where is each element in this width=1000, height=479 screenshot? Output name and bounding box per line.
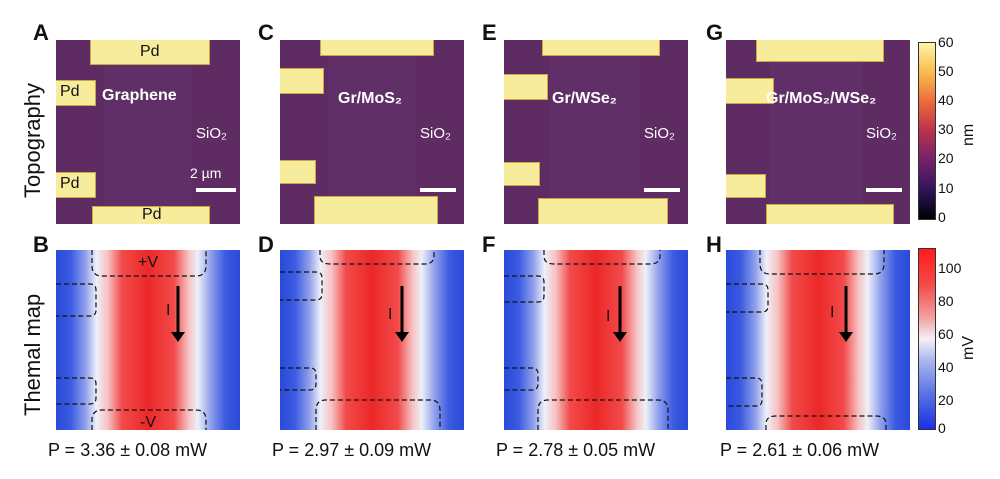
scale-bar [196, 188, 236, 192]
thermal-tick-80: 80 [938, 293, 954, 309]
scale-bar [644, 188, 680, 192]
pd-contact-left-1 [504, 74, 548, 100]
pd-contact-top [90, 40, 210, 65]
current-arrow-head [839, 332, 853, 342]
scale-bar-label: 2 µm [190, 165, 222, 181]
thermal-map-panel-b: +V -V I [56, 250, 240, 430]
pd-contact-top [542, 40, 660, 56]
pd-contact-left-2 [504, 162, 540, 186]
pd-label-left-1: Pd [60, 83, 80, 100]
thermal-colorbar-unit: mV [960, 336, 977, 360]
row-label-topography: Topography [20, 83, 45, 198]
pd-contact-bottom [314, 196, 438, 224]
topography-panel-a: Pd Pd Pd Pd Graphene SiO₂ 2 µm [56, 40, 240, 224]
thermal-colorbar [918, 248, 936, 430]
topo-tick-60: 60 [938, 34, 954, 50]
panel-letter-e: E [482, 20, 497, 45]
substrate-label-a: SiO₂ [196, 125, 227, 142]
minus-v-label: -V [140, 414, 156, 430]
heterostructure-channel [328, 40, 416, 224]
pd-contact-top [756, 40, 884, 62]
topo-tick-20: 20 [938, 150, 954, 166]
plus-v-label: +V [138, 254, 159, 271]
current-arrow-head [613, 332, 627, 342]
thermal-tick-20: 20 [938, 392, 954, 408]
topo-tick-0: 0 [938, 209, 946, 225]
pd-label-left-2: Pd [60, 175, 80, 192]
electrode-outline [504, 250, 669, 430]
scale-bar [866, 188, 902, 192]
topography-panel-c: Gr/MoS₂ SiO₂ [280, 40, 464, 224]
pd-contact-left-2 [280, 160, 316, 184]
pd-contact-left-1 [56, 80, 96, 106]
substrate-label-g: SiO₂ [866, 125, 897, 142]
power-label-d: P = 2.97 ± 0.09 mW [272, 440, 432, 460]
power-label-f: P = 2.78 ± 0.05 mW [496, 440, 656, 460]
current-label: I [388, 306, 393, 323]
row-label-thermal-map: Themal map [20, 293, 45, 416]
current-arrow-head [171, 332, 185, 342]
substrate-label-c: SiO₂ [420, 125, 451, 142]
panel-letter-g: G [706, 20, 724, 45]
pd-contact-bottom [538, 198, 668, 224]
pd-contact-left-1 [726, 78, 774, 104]
panel-letter-h: H [706, 232, 722, 257]
graphene-channel [104, 40, 192, 224]
thermal-tick-40: 40 [938, 359, 954, 375]
panel-letter-c: C [258, 20, 274, 45]
thermal-tick-100: 100 [938, 260, 962, 276]
scale-bar [420, 188, 456, 192]
panel-letter-b: B [33, 232, 49, 257]
topo-tick-40: 40 [938, 92, 954, 108]
topo-colorbar-unit: nm [960, 123, 977, 146]
panel-letter-a: A [33, 20, 49, 45]
power-label-b: P = 3.36 ± 0.08 mW [48, 440, 208, 460]
pd-contact-bottom [766, 204, 894, 224]
substrate-label-e: SiO₂ [644, 125, 675, 142]
panel-letter-d: D [258, 232, 274, 257]
material-label-c: Gr/MoS₂ [338, 90, 402, 107]
electrode-outline [280, 250, 441, 430]
current-label: I [606, 308, 611, 325]
current-arrow-head [395, 332, 409, 342]
pd-contact-top [320, 40, 434, 56]
material-label-g: Gr/MoS₂/WSe₂ [766, 90, 877, 107]
thermal-tick-60: 60 [938, 326, 954, 342]
pd-contact-left-2 [56, 172, 96, 198]
material-label-e: Gr/WSe₂ [552, 90, 617, 107]
thermal-map-panel-d: I [280, 250, 464, 430]
pd-contact-bottom [92, 206, 210, 224]
topo-tick-50: 50 [938, 63, 954, 79]
topography-colorbar [918, 42, 936, 220]
material-label-a: Graphene [102, 87, 177, 104]
thermal-tick-0: 0 [938, 420, 946, 436]
electrode-outline [726, 250, 887, 430]
topo-tick-10: 10 [938, 180, 954, 196]
pd-contact-left-2 [726, 174, 766, 198]
electrode-outline [56, 250, 207, 430]
topography-panel-g: Gr/MoS₂/WSe₂ SiO₂ [726, 40, 910, 224]
power-label-h: P = 2.61 ± 0.06 mW [720, 440, 880, 460]
topo-tick-30: 30 [938, 121, 954, 137]
current-label: I [166, 302, 171, 319]
topography-panel-e: Gr/WSe₂ SiO₂ [504, 40, 688, 224]
pd-label-bottom: Pd [142, 206, 162, 223]
heterostructure-channel [550, 40, 640, 224]
panel-letter-f: F [482, 232, 496, 257]
heterostructure-channel [770, 40, 862, 224]
thermal-map-panel-h: I [726, 250, 910, 430]
thermal-map-panel-f: I [504, 250, 688, 430]
pd-contact-left-1 [280, 68, 324, 94]
pd-label-top: Pd [140, 43, 160, 60]
current-label: I [830, 304, 835, 321]
